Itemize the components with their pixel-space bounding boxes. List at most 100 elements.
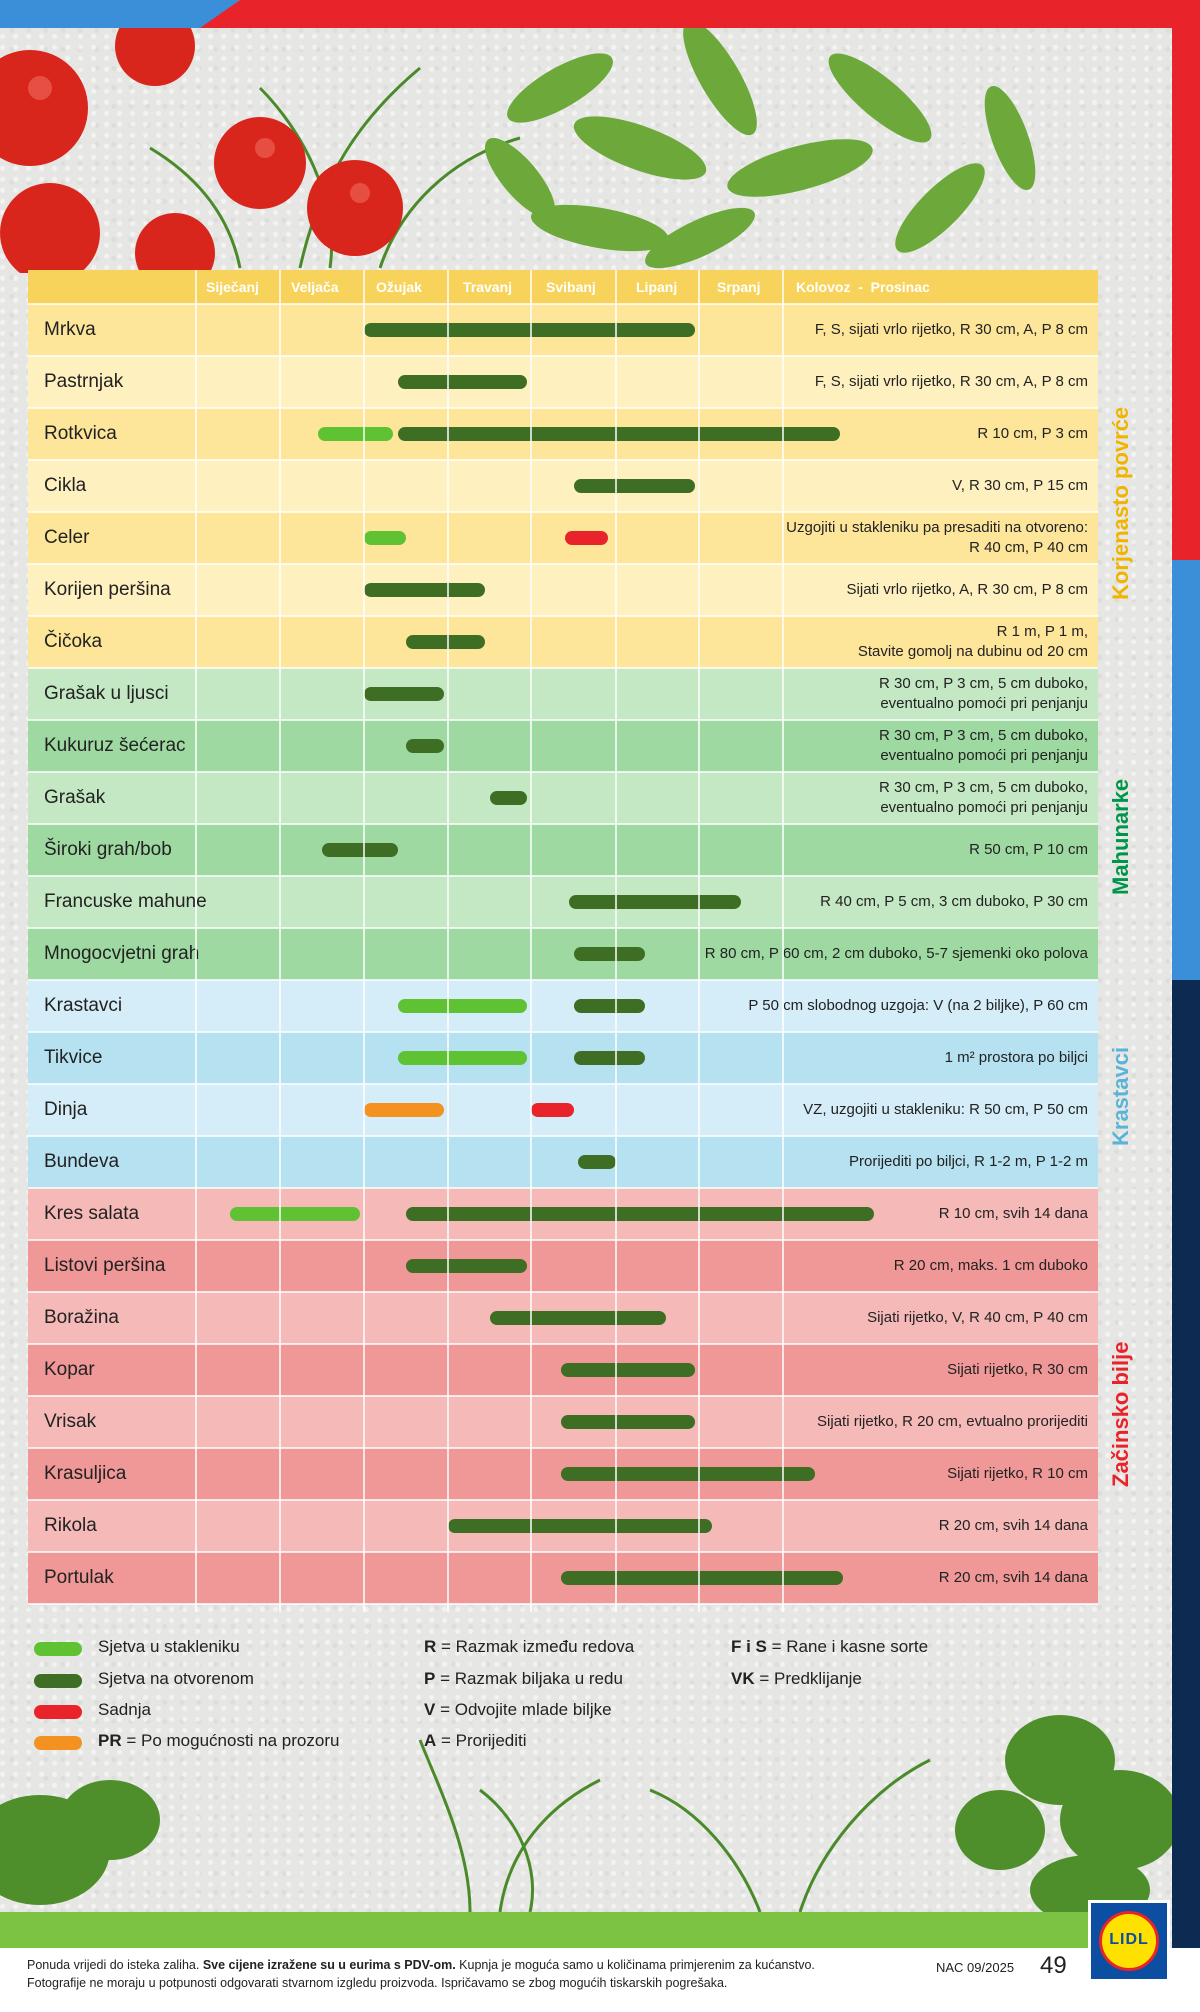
plant-name: Celer bbox=[44, 527, 90, 548]
timeline-bar-outdoor bbox=[397, 375, 527, 389]
calendar-row: Bundeva Prorijediti po biljci, R 1-2 m, P… bbox=[28, 1136, 1098, 1188]
timeline-bar-outdoor bbox=[364, 583, 486, 597]
grid-row-line bbox=[28, 823, 1098, 825]
plant-note: Uzgojiti u stakleniku pa presaditi na ot… bbox=[786, 519, 1088, 556]
footer bbox=[0, 1948, 1200, 2012]
grid-row-line bbox=[28, 1135, 1098, 1137]
plant-name: Vrisak bbox=[44, 1411, 97, 1432]
plant-note: F, S, sijati vrlo rijetko, R 30 cm, A, P… bbox=[814, 373, 1088, 390]
grid-row-line bbox=[28, 927, 1098, 929]
legend-value: = Predklijanje bbox=[754, 1669, 862, 1688]
plant-name: Grašak u ljusci bbox=[44, 683, 169, 704]
grid-row-line bbox=[28, 1031, 1098, 1033]
timeline-bar-outdoor bbox=[569, 895, 741, 909]
timeline-bar-greenhouse bbox=[364, 531, 406, 545]
month-header: Kolovoz - Prosinac bbox=[796, 279, 930, 295]
calendar-row: Portulak R 20 cm, svih 14 dana bbox=[28, 1552, 1098, 1604]
grid-column-line bbox=[782, 270, 784, 1612]
legend-key: P bbox=[424, 1669, 436, 1688]
plant-name: Pastrnjak bbox=[44, 371, 124, 392]
month-header: Lipanj bbox=[636, 279, 678, 295]
footer-disclaimer: Ponuda vrijedi do isteka zaliha. Sve cij… bbox=[27, 1956, 927, 1992]
timeline-bar-outdoor bbox=[364, 323, 695, 337]
plant-note: R 40 cm, P 5 cm, 3 cm duboko, P 30 cm bbox=[820, 893, 1088, 910]
legend-key: V bbox=[424, 1700, 436, 1719]
calendar-row: Krastavci P 50 cm slobodnog uzgoja: V (na… bbox=[28, 980, 1098, 1032]
timeline-bar-outdoor bbox=[560, 1415, 695, 1429]
grid-row-line bbox=[28, 1395, 1098, 1397]
legend-abbr: F i S = Rane i kasne sorte bbox=[731, 1637, 928, 1657]
plant-name: Rikola bbox=[44, 1515, 97, 1536]
timeline-bar-planting bbox=[565, 531, 608, 545]
grid-row-line bbox=[28, 459, 1098, 461]
plant-note: R 50 cm, P 10 cm bbox=[969, 841, 1088, 858]
grid-row-line bbox=[28, 563, 1098, 565]
group-label-root-vegetables: Korjenasto povrće bbox=[1108, 406, 1133, 600]
plant-note: P 50 cm slobodnog uzgoja: V (na 2 biljke… bbox=[748, 997, 1088, 1014]
group-label-legumes: Mahunarke bbox=[1108, 778, 1133, 895]
plant-name: Korijen peršina bbox=[44, 579, 171, 600]
footer-text: Fotografije ne moraju u potpunosti odgov… bbox=[27, 1976, 728, 1990]
plant-note: R 30 cm, P 3 cm, 5 cm duboko, eventualno… bbox=[879, 779, 1088, 816]
calendar-row: Kukuruz šećerac R 30 cm, P 3 cm, 5 cm dub… bbox=[28, 720, 1098, 772]
legend-value: = Prorijediti bbox=[436, 1731, 527, 1750]
legend-label: PR = Po mogućnosti na prozoru bbox=[98, 1731, 339, 1751]
timeline-bar-greenhouse bbox=[229, 1207, 360, 1221]
plant-note: Sijati rijetko, V, R 40 cm, P 40 cm bbox=[867, 1309, 1088, 1326]
grid-row-line bbox=[28, 1187, 1098, 1189]
grid-row-line bbox=[28, 1083, 1098, 1085]
plant-note: Sijati rijetko, R 20 cm, evtualno prorij… bbox=[817, 1413, 1088, 1430]
grid-row-line bbox=[28, 1343, 1098, 1345]
timeline-bar-outdoor bbox=[560, 1467, 815, 1481]
plant-note: V, R 30 cm, P 15 cm bbox=[952, 477, 1088, 494]
herbs-photo bbox=[0, 1715, 1172, 1912]
plant-name: Čičoka bbox=[44, 631, 103, 652]
grid-row-line bbox=[28, 1291, 1098, 1293]
plant-name: Boražina bbox=[44, 1307, 119, 1328]
timeline-bar-outdoor bbox=[560, 1363, 695, 1377]
grid-column-line bbox=[615, 270, 617, 1612]
grid-column-line bbox=[530, 270, 532, 1612]
timeline-bar-greenhouse bbox=[317, 427, 394, 441]
timeline-bar-outdoor bbox=[406, 739, 444, 753]
plant-note: R 30 cm, P 3 cm, 5 cm duboko, eventualno… bbox=[879, 675, 1088, 712]
calendar-row: Krasuljica Sijati rijetko, R 10 cm bbox=[28, 1448, 1098, 1500]
grid-row-line bbox=[28, 979, 1098, 981]
grid-row-line bbox=[28, 667, 1098, 669]
plant-note: R 10 cm, P 3 cm bbox=[977, 425, 1088, 442]
legend-swatch-windowsill bbox=[34, 1736, 82, 1750]
legend-abbr: VK = Predklijanje bbox=[731, 1669, 862, 1689]
calendar-row: Rotkvica R 10 cm, P 3 cm bbox=[28, 408, 1098, 460]
plant-note: R 20 cm, svih 14 dana bbox=[938, 1569, 1088, 1586]
grid-column-line bbox=[698, 270, 700, 1612]
vegetables-photo bbox=[0, 28, 1036, 273]
plant-name: Krasuljica bbox=[44, 1463, 127, 1484]
grid-row-line bbox=[28, 303, 1098, 305]
grid-row-line bbox=[28, 1447, 1098, 1449]
legend-label: Sjetva na otvorenom bbox=[98, 1669, 254, 1688]
month-header: Srpanj bbox=[717, 279, 761, 295]
grid-column-line bbox=[447, 270, 449, 1612]
calendar-row: Rikola R 20 cm, svih 14 dana bbox=[28, 1500, 1098, 1552]
plant-note: R 1 m, P 1 m, Stavite gomolj na dubinu o… bbox=[857, 623, 1088, 660]
calendar-row: Tikvice 1 m² prostora po biljci bbox=[28, 1032, 1098, 1084]
plant-name: Mrkva bbox=[44, 319, 96, 340]
grid-column-line bbox=[195, 270, 197, 1612]
group-label-cucumbers: Krastavci bbox=[1108, 1046, 1133, 1146]
plant-name: Rotkvica bbox=[44, 423, 117, 444]
calendar-row: Vrisak Sijati rijetko, R 20 cm, evtualno … bbox=[28, 1396, 1098, 1448]
calendar-row: Grašak R 30 cm, P 3 cm, 5 cm duboko, even… bbox=[28, 772, 1098, 824]
grid-row-line bbox=[28, 1499, 1098, 1501]
side-blue-stripe bbox=[1172, 560, 1200, 980]
plant-name: Tikvice bbox=[44, 1047, 103, 1068]
timeline-bar-outdoor bbox=[364, 687, 444, 701]
bottom-green-stripe bbox=[0, 1912, 1090, 1948]
grid-row-line bbox=[28, 875, 1098, 877]
timeline-bar-outdoor bbox=[406, 1259, 527, 1273]
timeline-bar-greenhouse bbox=[397, 1051, 527, 1065]
calendar-row: Francuske mahune R 40 cm, P 5 cm, 3 cm du… bbox=[28, 876, 1098, 928]
legend-key: VK bbox=[731, 1669, 755, 1688]
calendar-row: Boražina Sijati rijetko, V, R 40 cm, P 40… bbox=[28, 1292, 1098, 1344]
top-red-stripe bbox=[200, 0, 1200, 28]
legend-abbr: A = Prorijediti bbox=[424, 1731, 527, 1751]
